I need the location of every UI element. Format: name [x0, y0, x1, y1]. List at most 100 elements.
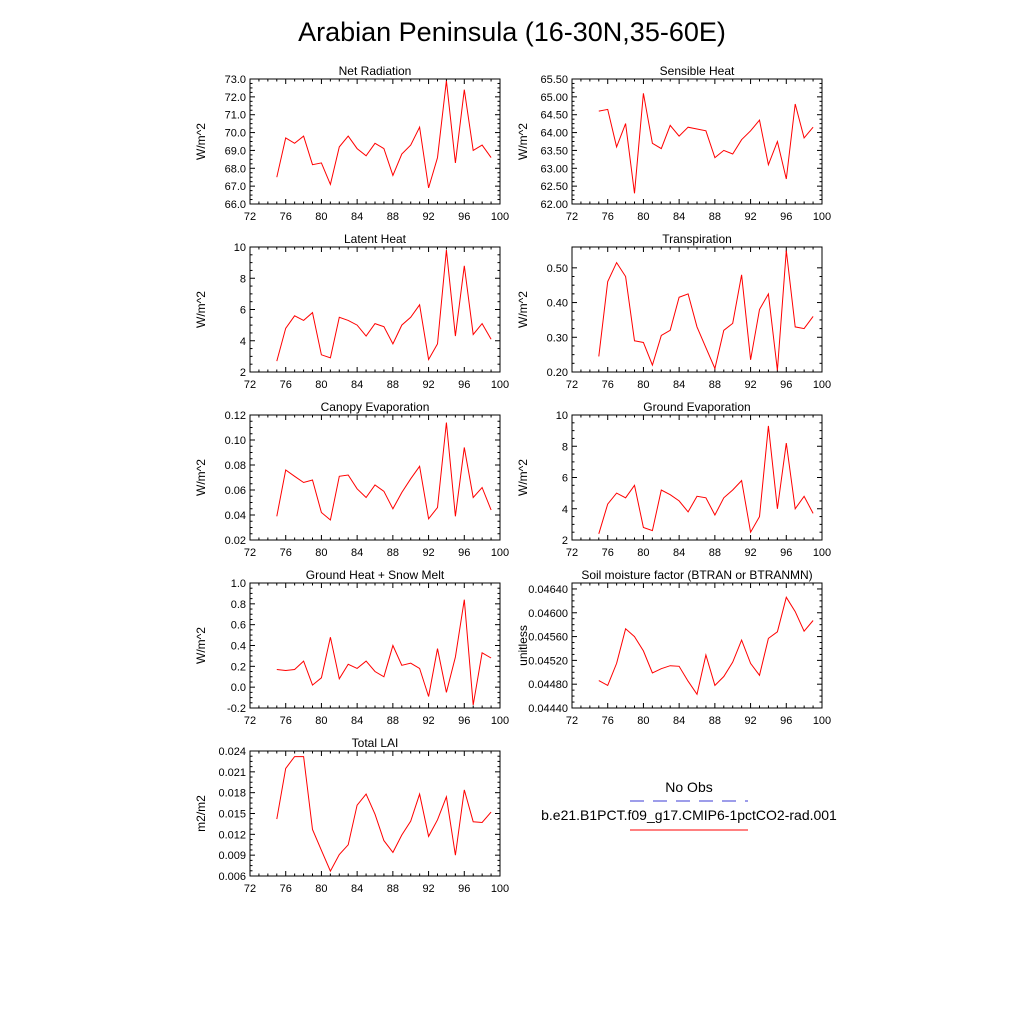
plot-frame	[571, 582, 823, 709]
x-tick-label: 96	[458, 715, 470, 727]
x-tick-label: 88	[387, 715, 399, 727]
y-tick-label: 10	[234, 242, 246, 254]
x-tick-label: 76	[602, 379, 614, 391]
x-tick-label: 88	[709, 379, 721, 391]
panel-transpiration: Transpiration W/m^2 72 76 80 84 88 92 96 100 0.20 0…	[516, 232, 831, 391]
x-tick-label: 80	[315, 547, 327, 559]
y-tick-label: 0.04480	[528, 679, 568, 691]
series-line-sensible-heat	[598, 93, 814, 194]
x-tick-label: 92	[744, 547, 756, 559]
y-tick-label: 72.0	[225, 92, 246, 104]
x-tick-label: 76	[602, 547, 614, 559]
y-tick-label: 2	[562, 535, 568, 547]
panel-title: Ground Heat + Snow Melt	[306, 568, 445, 582]
panel-title: Sensible Heat	[660, 64, 735, 78]
panel-soil-moisture-factor-btran-or-btranmn: Soil moisture factor (BTRAN or BTRANMN) u…	[516, 568, 831, 727]
panel-title: Canopy Evaporation	[321, 400, 430, 414]
x-tick-label: 84	[673, 547, 685, 559]
series-line-net-radiation	[276, 80, 492, 189]
x-tick-label: 72	[566, 379, 578, 391]
y-tick-label: 4	[562, 504, 568, 516]
y-tick-label: 10	[556, 410, 568, 422]
y-tick-label: 70.0	[225, 128, 246, 140]
x-tick-label: 100	[491, 883, 509, 895]
y-tick-label: 65.50	[540, 74, 568, 86]
y-tick-label: 0.10	[225, 435, 246, 447]
y-tick-label: 64.00	[540, 128, 568, 140]
series-line-ground-evaporation	[598, 425, 814, 534]
y-tick-label: 73.0	[225, 74, 246, 86]
y-tick-label: 0.50	[547, 263, 568, 275]
plot-frame	[249, 582, 501, 709]
x-tick-label: 72	[566, 547, 578, 559]
x-tick-label: 80	[315, 211, 327, 223]
x-tick-label: 100	[813, 379, 831, 391]
x-tick-label: 76	[280, 211, 292, 223]
x-tick-label: 84	[351, 211, 363, 223]
y-tick-label: 0.006	[218, 871, 246, 883]
x-tick-label: 92	[422, 883, 434, 895]
y-tick-label: 8	[240, 273, 246, 285]
x-tick-label: 88	[709, 547, 721, 559]
x-tick-label: 96	[780, 211, 792, 223]
y-tick-label: 0.012	[218, 829, 246, 841]
x-tick-label: 76	[602, 715, 614, 727]
x-tick-label: 76	[280, 379, 292, 391]
x-tick-label: 76	[280, 715, 292, 727]
plot-frame	[571, 246, 823, 373]
x-tick-label: 92	[422, 211, 434, 223]
y-axis-label: m2/m2	[194, 795, 208, 832]
x-tick-label: 84	[351, 379, 363, 391]
x-tick-label: 72	[244, 715, 256, 727]
x-tick-label: 80	[637, 547, 649, 559]
x-tick-label: 88	[709, 715, 721, 727]
y-axis-label: W/m^2	[194, 291, 208, 328]
x-tick-label: 72	[244, 883, 256, 895]
x-tick-label: 100	[491, 379, 509, 391]
y-tick-label: 0.2	[231, 661, 246, 673]
x-tick-label: 96	[458, 547, 470, 559]
x-tick-label: 80	[637, 379, 649, 391]
y-tick-label: 0.018	[218, 788, 246, 800]
y-tick-label: 2	[240, 367, 246, 379]
y-tick-label: 0.024	[218, 746, 246, 758]
y-tick-label: 71.0	[225, 110, 246, 122]
y-tick-label: 0.04560	[528, 632, 568, 644]
x-tick-label: 76	[602, 211, 614, 223]
panel-title: Ground Evaporation	[643, 400, 750, 414]
y-tick-label: 0.40	[547, 298, 568, 310]
y-tick-label: 69.0	[225, 145, 246, 157]
panel-canopy-evaporation: Canopy Evaporation W/m^2 72 76 80 84 88 92 96 100…	[194, 400, 509, 559]
y-axis-label: unitless	[516, 625, 530, 666]
y-tick-label: 0.0	[231, 682, 246, 694]
x-tick-label: 72	[244, 379, 256, 391]
y-tick-label: 67.0	[225, 181, 246, 193]
x-tick-label: 72	[566, 211, 578, 223]
y-tick-label: 0.02	[225, 535, 246, 547]
x-tick-label: 100	[813, 211, 831, 223]
y-tick-label: -0.2	[227, 703, 246, 715]
y-tick-label: 1.0	[231, 578, 246, 590]
y-axis-label: W/m^2	[194, 459, 208, 496]
y-axis-label: W/m^2	[194, 627, 208, 664]
series-line-canopy-evaporation	[276, 422, 492, 521]
series-line-ground-heat-snow-melt	[276, 599, 492, 705]
x-tick-label: 96	[780, 379, 792, 391]
x-tick-label: 100	[491, 715, 509, 727]
x-tick-label: 84	[351, 715, 363, 727]
y-tick-label: 6	[240, 305, 246, 317]
y-tick-label: 0.20	[547, 367, 568, 379]
y-tick-label: 0.6	[231, 620, 246, 632]
x-tick-label: 88	[387, 211, 399, 223]
x-tick-label: 72	[566, 715, 578, 727]
y-axis-label: W/m^2	[516, 291, 530, 328]
x-tick-label: 92	[744, 379, 756, 391]
x-tick-label: 80	[637, 715, 649, 727]
panel-title: Transpiration	[662, 232, 732, 246]
x-tick-label: 92	[744, 715, 756, 727]
y-tick-label: 68.0	[225, 163, 246, 175]
y-tick-label: 0.015	[218, 809, 246, 821]
x-tick-label: 80	[315, 883, 327, 895]
panel-net-radiation: Net Radiation W/m^2 72 76 80 84 88 92 96 100 66.0 6…	[194, 64, 509, 223]
